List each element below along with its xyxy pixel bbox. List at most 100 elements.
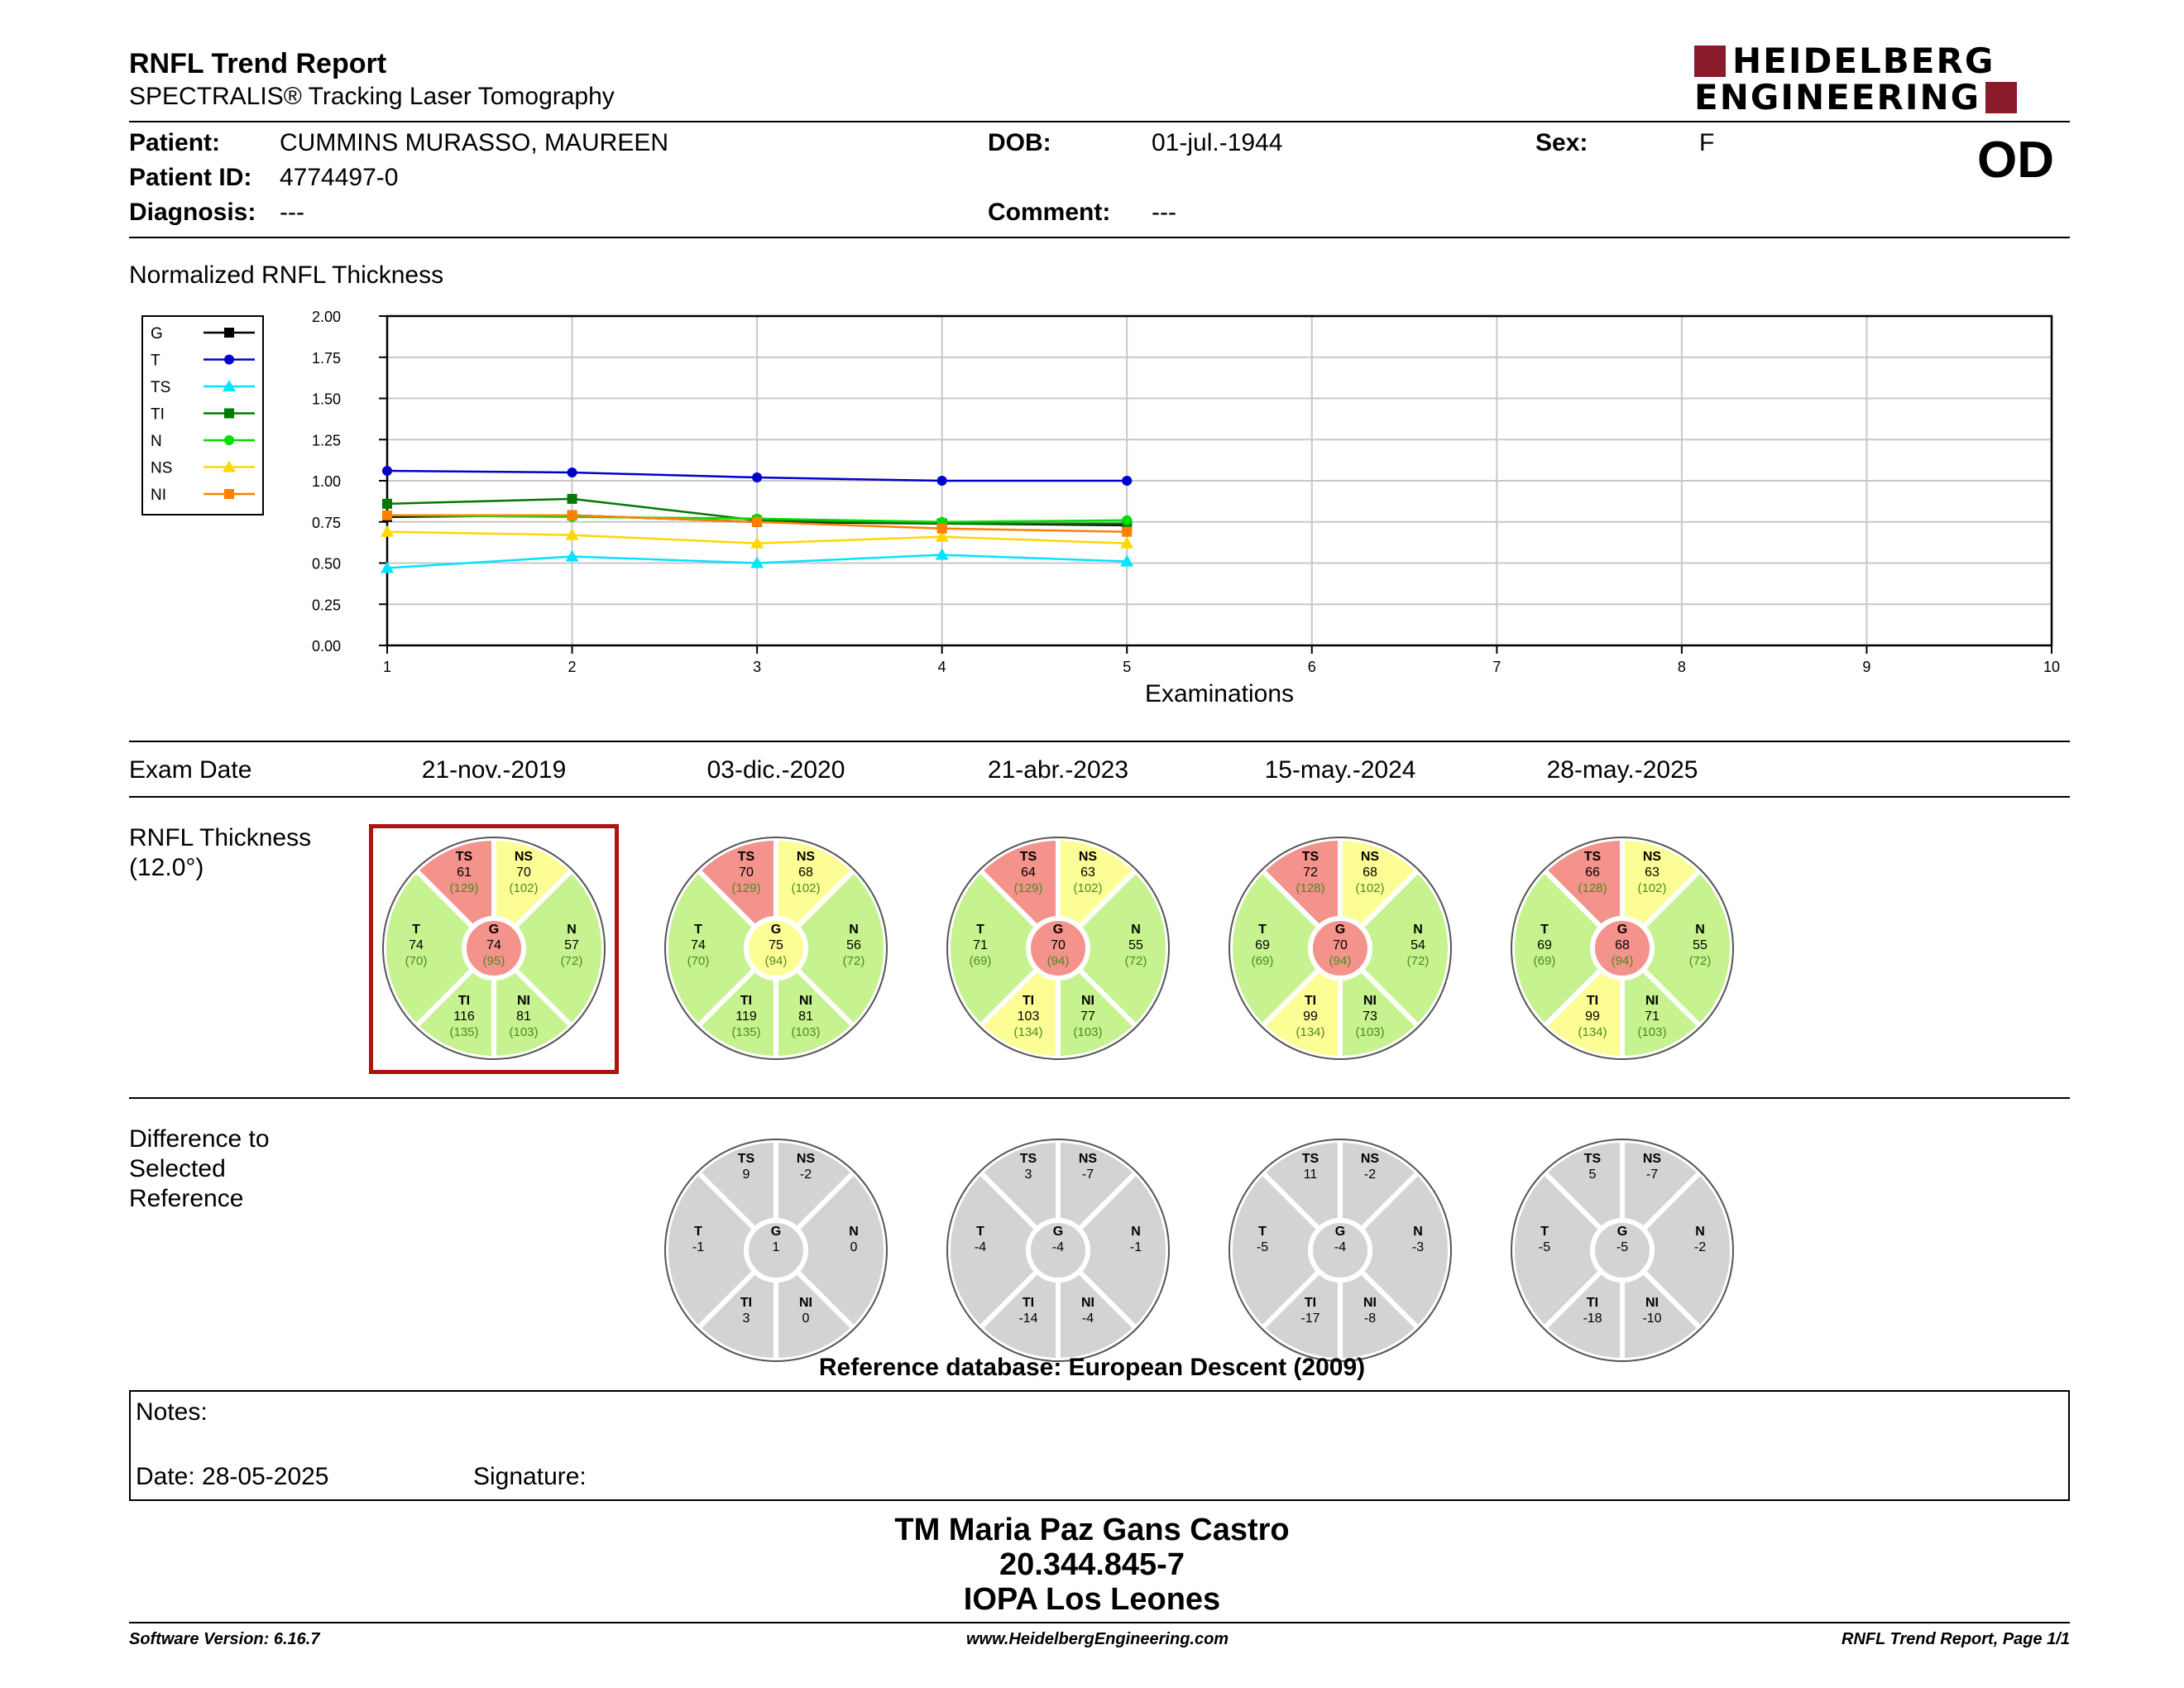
sector-value: 73 bbox=[1363, 1009, 1377, 1024]
x-tick-label: 3 bbox=[753, 659, 761, 675]
sector-reference: (103) bbox=[1637, 1025, 1666, 1039]
sector-value: -10 bbox=[1642, 1312, 1661, 1326]
y-tick-label: 1.25 bbox=[312, 432, 341, 448]
y-tick-label: 1.00 bbox=[312, 473, 341, 490]
sector-reference: (72) bbox=[561, 954, 583, 968]
data-point bbox=[223, 460, 236, 472]
x-tick-label: 4 bbox=[938, 659, 946, 675]
legend-label: TS bbox=[151, 379, 170, 396]
data-point bbox=[565, 549, 579, 562]
sector-value: -18 bbox=[1583, 1312, 1602, 1326]
sector-value: 66 bbox=[1585, 866, 1600, 880]
heidelberg-logo: HEIDELBERG ENGINEERING bbox=[1694, 44, 2075, 117]
rnfl-thickness-label: RNFL Thickness bbox=[129, 824, 312, 851]
sector-label: T bbox=[412, 923, 420, 937]
sector-value: 71 bbox=[973, 938, 988, 952]
trend-chart: 1 2 3 4 5 6 7 8 9 10 0.00 0.25 0.50 0.75 1.00 1.25 1.50 1… bbox=[141, 309, 2060, 707]
x-tick-label: 1 bbox=[383, 659, 391, 675]
sector-label: N bbox=[1695, 923, 1705, 937]
website-link[interactable]: www.HeidelbergEngineering.com bbox=[966, 1630, 1229, 1648]
eye-od: OD bbox=[1977, 132, 2054, 189]
notes-box[interactable]: Notes: Date: 28-05-2025 Signature: bbox=[129, 1390, 2070, 1501]
sector-value: 64 bbox=[1021, 866, 1036, 880]
sector-value: 69 bbox=[1537, 938, 1552, 952]
sector-label: TI bbox=[740, 1296, 752, 1310]
report-title: RNFL Trend Report bbox=[129, 48, 387, 79]
sector-reference: (70) bbox=[687, 954, 710, 968]
sector-value: -2 bbox=[1694, 1240, 1706, 1254]
circle-outline bbox=[946, 837, 1170, 1060]
patient-label: Patient: bbox=[129, 129, 221, 156]
sector-G bbox=[744, 1218, 808, 1283]
sector-value: 77 bbox=[1080, 1009, 1095, 1024]
sector-circle: TS 72(128) NS 68(102) T69 (69) G70 (94) N54 (72) T… bbox=[1227, 835, 1454, 1062]
sector-reference: (72) bbox=[1407, 954, 1430, 968]
sector-value: 72 bbox=[1303, 866, 1318, 880]
selected-reference-box[interactable] bbox=[369, 824, 619, 1074]
sector-label: TS bbox=[456, 850, 473, 864]
sex-label: Sex: bbox=[1535, 129, 1588, 156]
sector-G bbox=[1590, 1218, 1655, 1283]
sector-label: NI bbox=[1645, 994, 1659, 1008]
data-point bbox=[1122, 476, 1133, 486]
sector-label: N bbox=[849, 923, 859, 937]
sector-label: NS bbox=[1643, 1152, 1662, 1166]
sector-reference: (102) bbox=[509, 881, 538, 895]
sector-value: -1 bbox=[1130, 1240, 1142, 1254]
data-point bbox=[936, 523, 947, 534]
dob-value: 01-jul.-1944 bbox=[1152, 129, 1283, 156]
sector-reference: (72) bbox=[1125, 954, 1147, 968]
sector-reference: (134) bbox=[1578, 1025, 1607, 1039]
sector-value: 119 bbox=[735, 1009, 757, 1024]
sector-label: NS bbox=[797, 850, 816, 864]
sector-reference: (103) bbox=[791, 1025, 820, 1039]
footer-divider bbox=[129, 1622, 2070, 1623]
sector-value: 74 bbox=[409, 938, 424, 952]
y-tick-label: 0.00 bbox=[312, 638, 341, 655]
sector-label: NI bbox=[1363, 1296, 1377, 1310]
sector-label: NI bbox=[799, 994, 812, 1008]
data-point bbox=[224, 435, 234, 445]
sector-label: NS bbox=[515, 850, 534, 864]
sector-label: N bbox=[1695, 1225, 1705, 1239]
sector-label: N bbox=[849, 1225, 859, 1239]
sector-label: NI bbox=[517, 994, 530, 1008]
data-point bbox=[565, 528, 579, 540]
sector-G bbox=[744, 916, 808, 981]
x-tick-label: 8 bbox=[1678, 659, 1686, 675]
data-point bbox=[1122, 526, 1133, 537]
sector-label: NI bbox=[1081, 994, 1094, 1008]
sector-circle: TS61(129)NS70(102)T74(70)G74(95)N57(72)T… bbox=[381, 835, 606, 1062]
sector-label: NS bbox=[1079, 850, 1098, 864]
plot-frame bbox=[386, 314, 2053, 647]
sector-label: TS bbox=[1020, 1152, 1037, 1166]
circle-outline bbox=[1511, 1139, 1734, 1362]
sector-label: TI bbox=[1305, 994, 1316, 1008]
header-divider bbox=[129, 121, 2070, 122]
diff-label-2: Selected bbox=[129, 1155, 226, 1182]
diagnosis-value: --- bbox=[280, 199, 304, 226]
sector-circle: TS 11 NS -2 T-5 G-4 N-3 TI -17 NI -8 bbox=[1227, 1137, 1454, 1364]
sector-value: -5 bbox=[1257, 1240, 1268, 1254]
sector-G bbox=[462, 916, 526, 981]
sector-label: T bbox=[1540, 1225, 1549, 1239]
exam-date-label: Exam Date bbox=[129, 756, 252, 784]
sector-value: 75 bbox=[769, 938, 783, 952]
legend-label: TI bbox=[151, 406, 165, 424]
sector-label: NS bbox=[1643, 850, 1662, 864]
sector-value: 69 bbox=[1255, 938, 1270, 952]
sector-label: G bbox=[771, 923, 781, 937]
circle-outline bbox=[664, 1139, 888, 1362]
sector-label: N bbox=[567, 923, 577, 937]
sector-value: 9 bbox=[743, 1168, 750, 1182]
y-tick-label: 1.75 bbox=[312, 350, 341, 367]
patient-id-label: Patient ID: bbox=[129, 164, 252, 191]
sector-value: 0 bbox=[802, 1312, 810, 1326]
data-point bbox=[224, 354, 234, 365]
sector-value: 68 bbox=[1363, 866, 1377, 880]
sector-reference: (102) bbox=[1073, 881, 1102, 895]
sector-label: T bbox=[694, 923, 702, 937]
sector-value: -4 bbox=[975, 1240, 986, 1254]
sector-reference: (134) bbox=[1013, 1025, 1042, 1039]
sector-label: TS bbox=[738, 1152, 755, 1166]
